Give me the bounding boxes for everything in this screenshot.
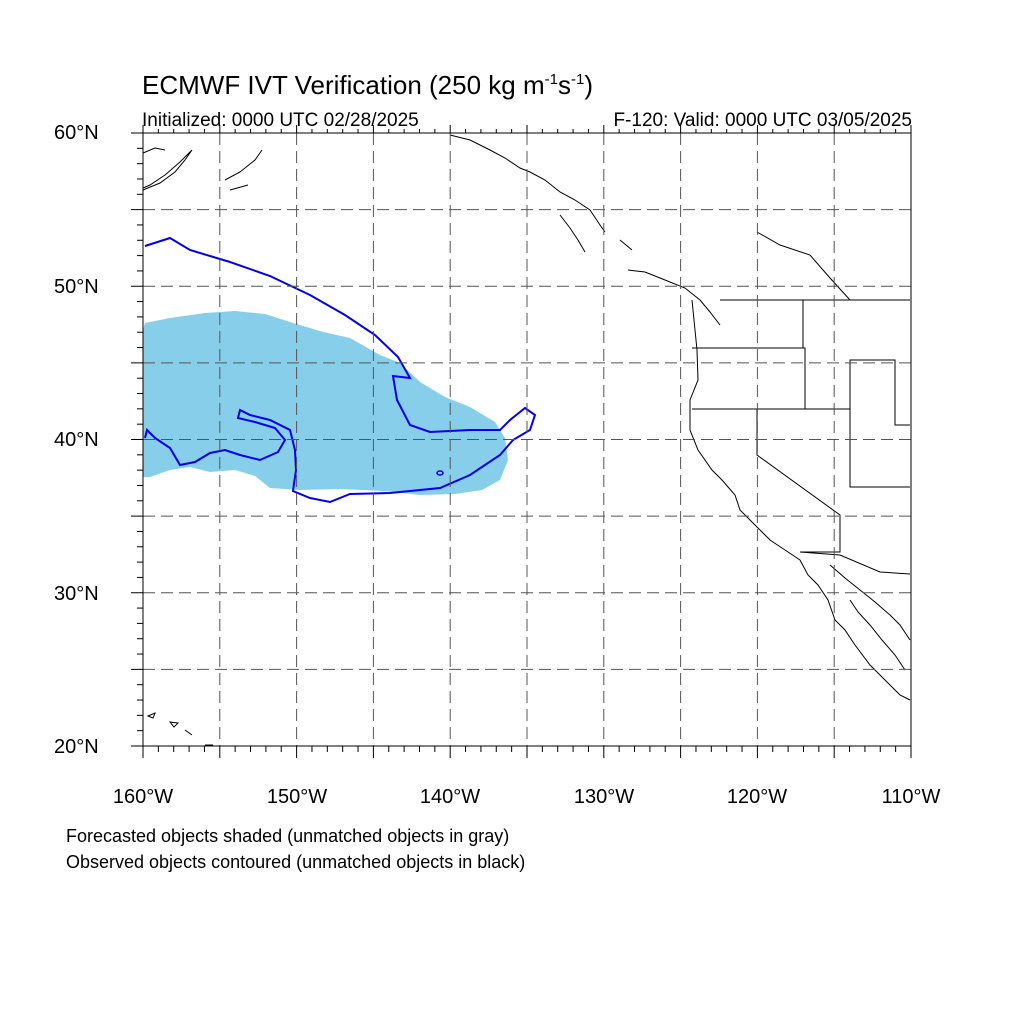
valid-label: F-120: Valid: 0000 UTC 03/05/2025 [613, 110, 912, 131]
legend-note-observed: Observed objects contoured (unmatched ob… [66, 852, 526, 872]
lat-label-20n: 20°N [54, 736, 99, 758]
hawaii-islands [146, 712, 213, 746]
map-frame [142, 132, 912, 747]
legend-note-forecast: Forecasted objects shaded (unmatched obj… [66, 826, 510, 846]
lon-label-150w: 150°W [266, 786, 328, 808]
forecast-object-shade [143, 311, 508, 495]
us-state-borders [692, 299, 910, 553]
lat-label-30n: 30°N [54, 583, 99, 605]
coastlines [142, 134, 911, 746]
us-mexico-border [799, 551, 911, 575]
lon-label-160w: 160°W [112, 786, 174, 808]
initialized-label: Initialized: 0000 UTC 02/28/2025 [142, 110, 419, 131]
canada-interior [756, 231, 851, 301]
observed-object-small [436, 470, 444, 476]
lon-label-140w: 140°W [419, 786, 481, 808]
lon-label-130w: 130°W [573, 786, 635, 808]
lon-label-120w: 120°W [726, 786, 788, 808]
bc-coast [559, 214, 721, 326]
map-title: ECMWF IVT Verification (250 kg m-1s-1) [142, 70, 593, 100]
lon-label-110w: 110°W [881, 786, 941, 808]
lat-label-50n: 50°N [54, 276, 99, 298]
us-west-coast [689, 299, 911, 701]
axis-ticks [131, 125, 912, 758]
lat-label-60n: 60°N [54, 122, 99, 144]
lat-label-40n: 40°N [54, 429, 99, 451]
graticule [143, 133, 911, 746]
alaska-coast [142, 134, 606, 233]
baja-gulf-coast [829, 564, 911, 671]
observed-object-contour [144, 236, 537, 504]
